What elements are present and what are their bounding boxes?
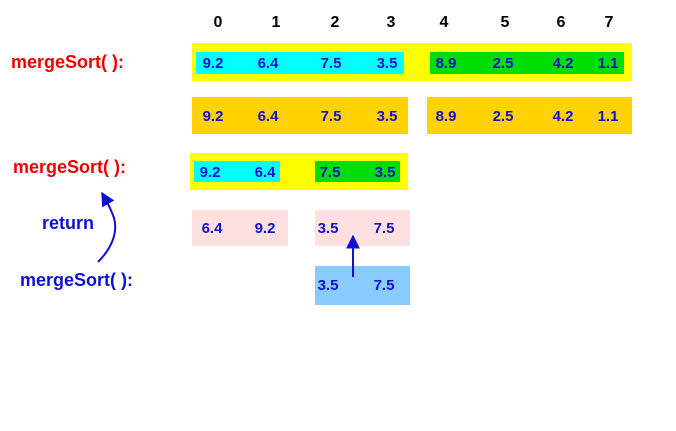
return-arrow [98,193,115,262]
